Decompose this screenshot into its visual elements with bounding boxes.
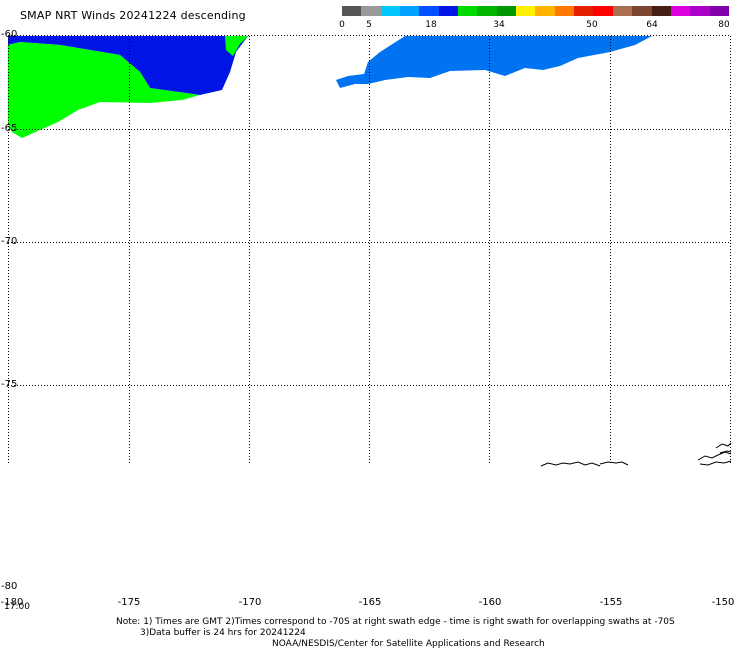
colorbar-segment <box>380 6 401 16</box>
wind-speed-colorbar <box>342 6 729 16</box>
longitude-label: -175 <box>117 597 141 608</box>
colorbar-segment <box>554 6 575 16</box>
footnote-line-1: Note: 1) Times are GMT 2)Times correspon… <box>116 617 675 627</box>
longitude-label: -150 <box>711 597 735 608</box>
latitude-label: -80 <box>1 581 18 592</box>
colorbar-segment <box>574 6 594 16</box>
colorbar-label: 0 <box>339 20 345 30</box>
colorbar-segment <box>535 6 555 16</box>
coastline <box>540 442 732 467</box>
colorbar-segment <box>709 6 729 16</box>
colorbar-segment <box>342 6 362 16</box>
colorbar-segment <box>516 6 536 16</box>
colorbar-segment <box>632 6 652 16</box>
colorbar-segment <box>438 6 459 16</box>
colorbar-segment <box>690 6 710 16</box>
colorbar-label: 18 <box>425 20 437 30</box>
colorbar-label: 50 <box>586 20 598 30</box>
longitude-label: -155 <box>599 597 623 608</box>
colorbar-segment <box>361 6 381 16</box>
wind-swath-light-blue <box>336 36 652 88</box>
colorbar-segment <box>496 6 517 16</box>
colorbar-segment <box>612 6 633 16</box>
footnote-line-2: 3)Data buffer is 24 hrs for 20241224 <box>140 628 306 638</box>
colorbar-segment <box>593 6 613 16</box>
latitude-label: -70 <box>1 236 18 247</box>
wind-swath-green <box>8 42 200 138</box>
latitude-label: -65 <box>1 123 18 134</box>
colorbar-segment <box>419 6 439 16</box>
colorbar-segment <box>651 6 671 16</box>
credit-text: NOAA/NESDIS/Center for Satellite Applica… <box>272 639 545 649</box>
colorbar-label: 64 <box>646 20 658 30</box>
longitude-label: -180 <box>0 597 24 608</box>
colorbar-segment <box>400 6 420 16</box>
wind-swath-green <box>225 36 248 56</box>
wind-swath-blue <box>8 36 248 95</box>
colorbar-segment <box>670 6 691 16</box>
time-label: 17:00 <box>4 602 30 612</box>
colorbar-segment <box>458 6 478 16</box>
colorbar-segment <box>477 6 497 16</box>
longitude-label: -165 <box>358 597 382 608</box>
map-title: SMAP NRT Winds 20241224 descending <box>20 9 246 22</box>
colorbar-label: 34 <box>493 20 505 30</box>
colorbar-label: 5 <box>366 20 372 30</box>
longitude-label: -170 <box>238 597 262 608</box>
longitude-label: -160 <box>478 597 502 608</box>
latitude-label: -75 <box>1 379 18 390</box>
colorbar-label: 80 <box>718 20 730 30</box>
latitude-label: -60 <box>1 29 18 40</box>
